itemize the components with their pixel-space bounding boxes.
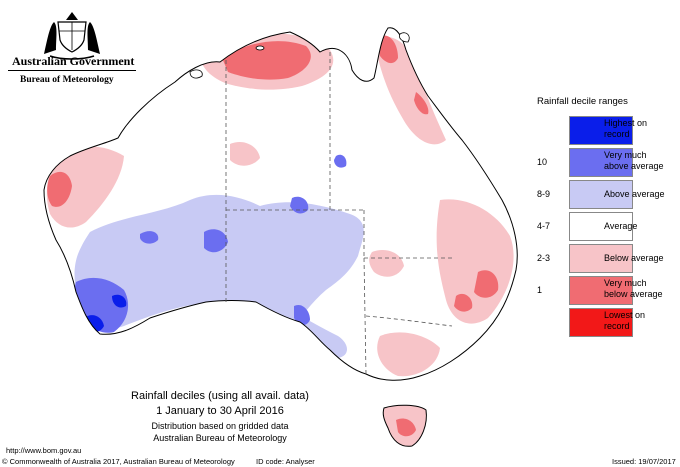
very-much-above-average-region [140, 231, 159, 244]
legend-swatch [569, 116, 633, 145]
legend-swatch [569, 244, 633, 273]
legend-label: Lowest on record [604, 310, 646, 331]
very-much-below-average-region [414, 92, 429, 115]
coastline [43, 27, 518, 381]
legend-label: Above average [604, 189, 665, 199]
below-average-region [377, 332, 440, 377]
coat-of-arms-icon [44, 12, 100, 60]
legend-label: Very much below average [604, 278, 663, 299]
below-average-region [230, 141, 260, 166]
very-much-above-average-region [334, 154, 347, 168]
footer-copyright: © Commonwealth of Australia 2017, Austra… [2, 457, 235, 466]
legend-swatch [569, 308, 633, 337]
legend-label: Highest on record [604, 118, 648, 139]
legend-label: Average [604, 221, 638, 231]
footer-url[interactable]: http://www.bom.gov.au [6, 446, 82, 455]
government-name: Australian Government [12, 54, 135, 68]
below-average-region [46, 146, 124, 228]
legend-code: 1 [537, 285, 543, 295]
legend-code: 4-7 [537, 221, 551, 231]
islands [189, 32, 410, 79]
legend-label: Very much above average [604, 150, 664, 171]
very-much-above-average-region [290, 196, 309, 214]
legend-swatch [569, 148, 633, 177]
very-much-above-average-region [294, 304, 310, 326]
map-source: Australian Bureau of Meteorology [153, 433, 287, 443]
map-title: Rainfall deciles (using all avail. data) [131, 390, 309, 402]
below-average-region [374, 36, 446, 145]
very-much-above-average-region [204, 229, 228, 253]
legend-label: Below average [604, 253, 664, 263]
very-much-below-average-region [454, 293, 473, 312]
very-much-below-average-region [47, 171, 72, 207]
footer-id-code: ID code: Analyser [256, 457, 315, 466]
legend-code: 2-3 [537, 253, 551, 263]
footer-issued: Issued: 19/07/2017 [612, 457, 676, 466]
legend-code: 10 [537, 157, 548, 167]
map-period: 1 January to 30 April 2016 [156, 405, 284, 417]
tasmania [382, 404, 427, 447]
below-average-region [369, 249, 404, 277]
bureau-name: Bureau of Meteorology [8, 70, 136, 86]
very-much-below-average-region [378, 35, 398, 64]
legend-code: 8-9 [537, 189, 551, 199]
state-borders [225, 52, 453, 375]
legend-title: Rainfall decile ranges [537, 96, 628, 107]
legend-swatch [569, 212, 633, 241]
map-note: Distribution based on gridded data [151, 421, 289, 431]
very-much-below-average-region [222, 41, 311, 80]
legend-swatch [569, 276, 633, 305]
government-logo: Australian Government Bureau of Meteorol… [8, 10, 136, 86]
above-average-region [74, 194, 364, 331]
very-much-below-average-region [474, 270, 499, 298]
legend-swatch [569, 180, 633, 209]
highest-on-record-region [112, 294, 127, 308]
